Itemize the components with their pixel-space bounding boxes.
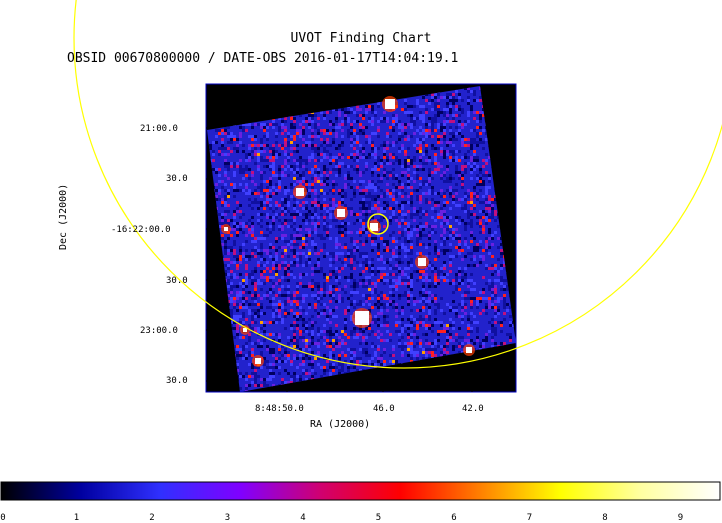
error-circle-large	[73, 0, 722, 369]
x-tick-label: 46.0	[373, 404, 395, 414]
colorbar-tick-label: 5	[375, 513, 382, 523]
y-axis-title: Dec (J2000)	[58, 183, 69, 250]
colorbar-tick-label: 0	[0, 513, 6, 523]
chart-title: UVOT Finding Chart	[290, 31, 432, 46]
colorbar-tick-label: 8	[602, 513, 608, 523]
axis-ticks	[206, 127, 473, 392]
colorbar-tick-label: 3	[224, 513, 231, 523]
chart-subtitle: OBSID 00670800000 / DATE-OBS 2016-01-17T…	[67, 51, 459, 66]
image-border	[205, 83, 517, 393]
colorbar	[0, 481, 721, 501]
colorbar-tick-label: 4	[300, 513, 306, 523]
colorbar-tick-label: 6	[451, 513, 457, 523]
y-tick-label: -16:22:00.0	[111, 225, 171, 235]
target-circle	[367, 213, 389, 235]
x-axis-title: RA (J2000)	[310, 419, 371, 430]
x-tick-label: 8:48:50.0	[255, 404, 304, 414]
y-tick-label: 23:00.0	[140, 326, 178, 336]
y-tick-label: 30.0	[166, 276, 188, 286]
x-tick-label: 42.0	[462, 404, 484, 414]
y-tick-label: 21:00.0	[140, 124, 178, 134]
y-tick-label: 30.0	[166, 376, 188, 386]
colorbar-tick-label: 2	[149, 513, 155, 523]
y-tick-label: 30.0	[166, 174, 188, 184]
colorbar-tick-label: 1	[73, 513, 80, 523]
colorbar-tick-label: 9	[677, 513, 684, 523]
colorbar-tick-label: 7	[526, 513, 533, 523]
